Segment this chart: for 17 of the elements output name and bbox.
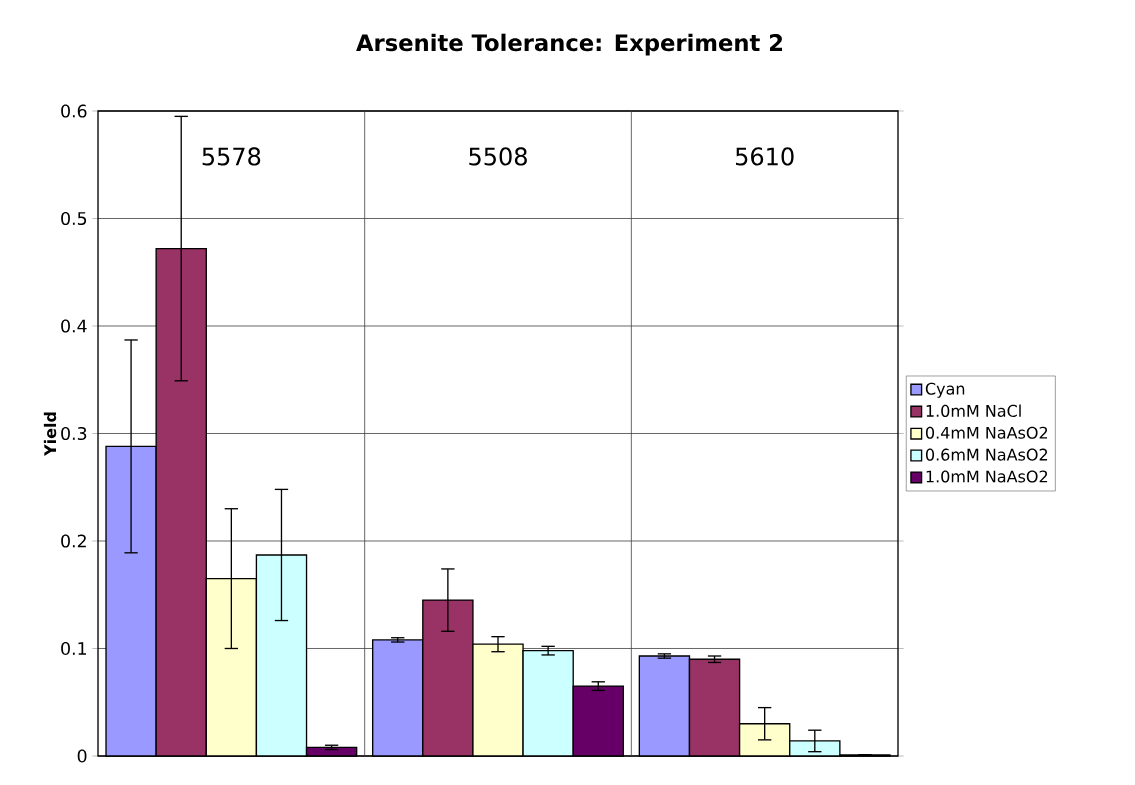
y-axis-title: Yield: [43, 412, 57, 457]
legend-label: 1.0mM NaAsO2: [926, 470, 1048, 483]
y-tick-label: 0.1: [61, 641, 87, 656]
y-tick-label: 0.2: [61, 534, 86, 548]
chart-title: Arsenite Tolerance: Experiment 2: [356, 33, 783, 56]
x-tick-label: 5578: [202, 147, 261, 166]
x-tick-label: 5508: [469, 147, 527, 166]
y-tick-label: 0.5: [61, 211, 87, 226]
legend-label: 0.6mM NaAsO2: [925, 448, 1048, 461]
legend-label: Cyan: [925, 382, 965, 398]
y-tick-label: 0.6: [61, 104, 87, 118]
x-tick-label: 5610: [735, 147, 794, 166]
y-tick-label: 0.4: [61, 319, 87, 333]
y-tick-label: 0.3: [61, 426, 87, 441]
legend-label: 1.0mM NaCl: [926, 404, 1021, 417]
y-tick-label: 0: [77, 749, 87, 763]
legend-label: 0.4mM NaAsO2: [925, 426, 1048, 439]
